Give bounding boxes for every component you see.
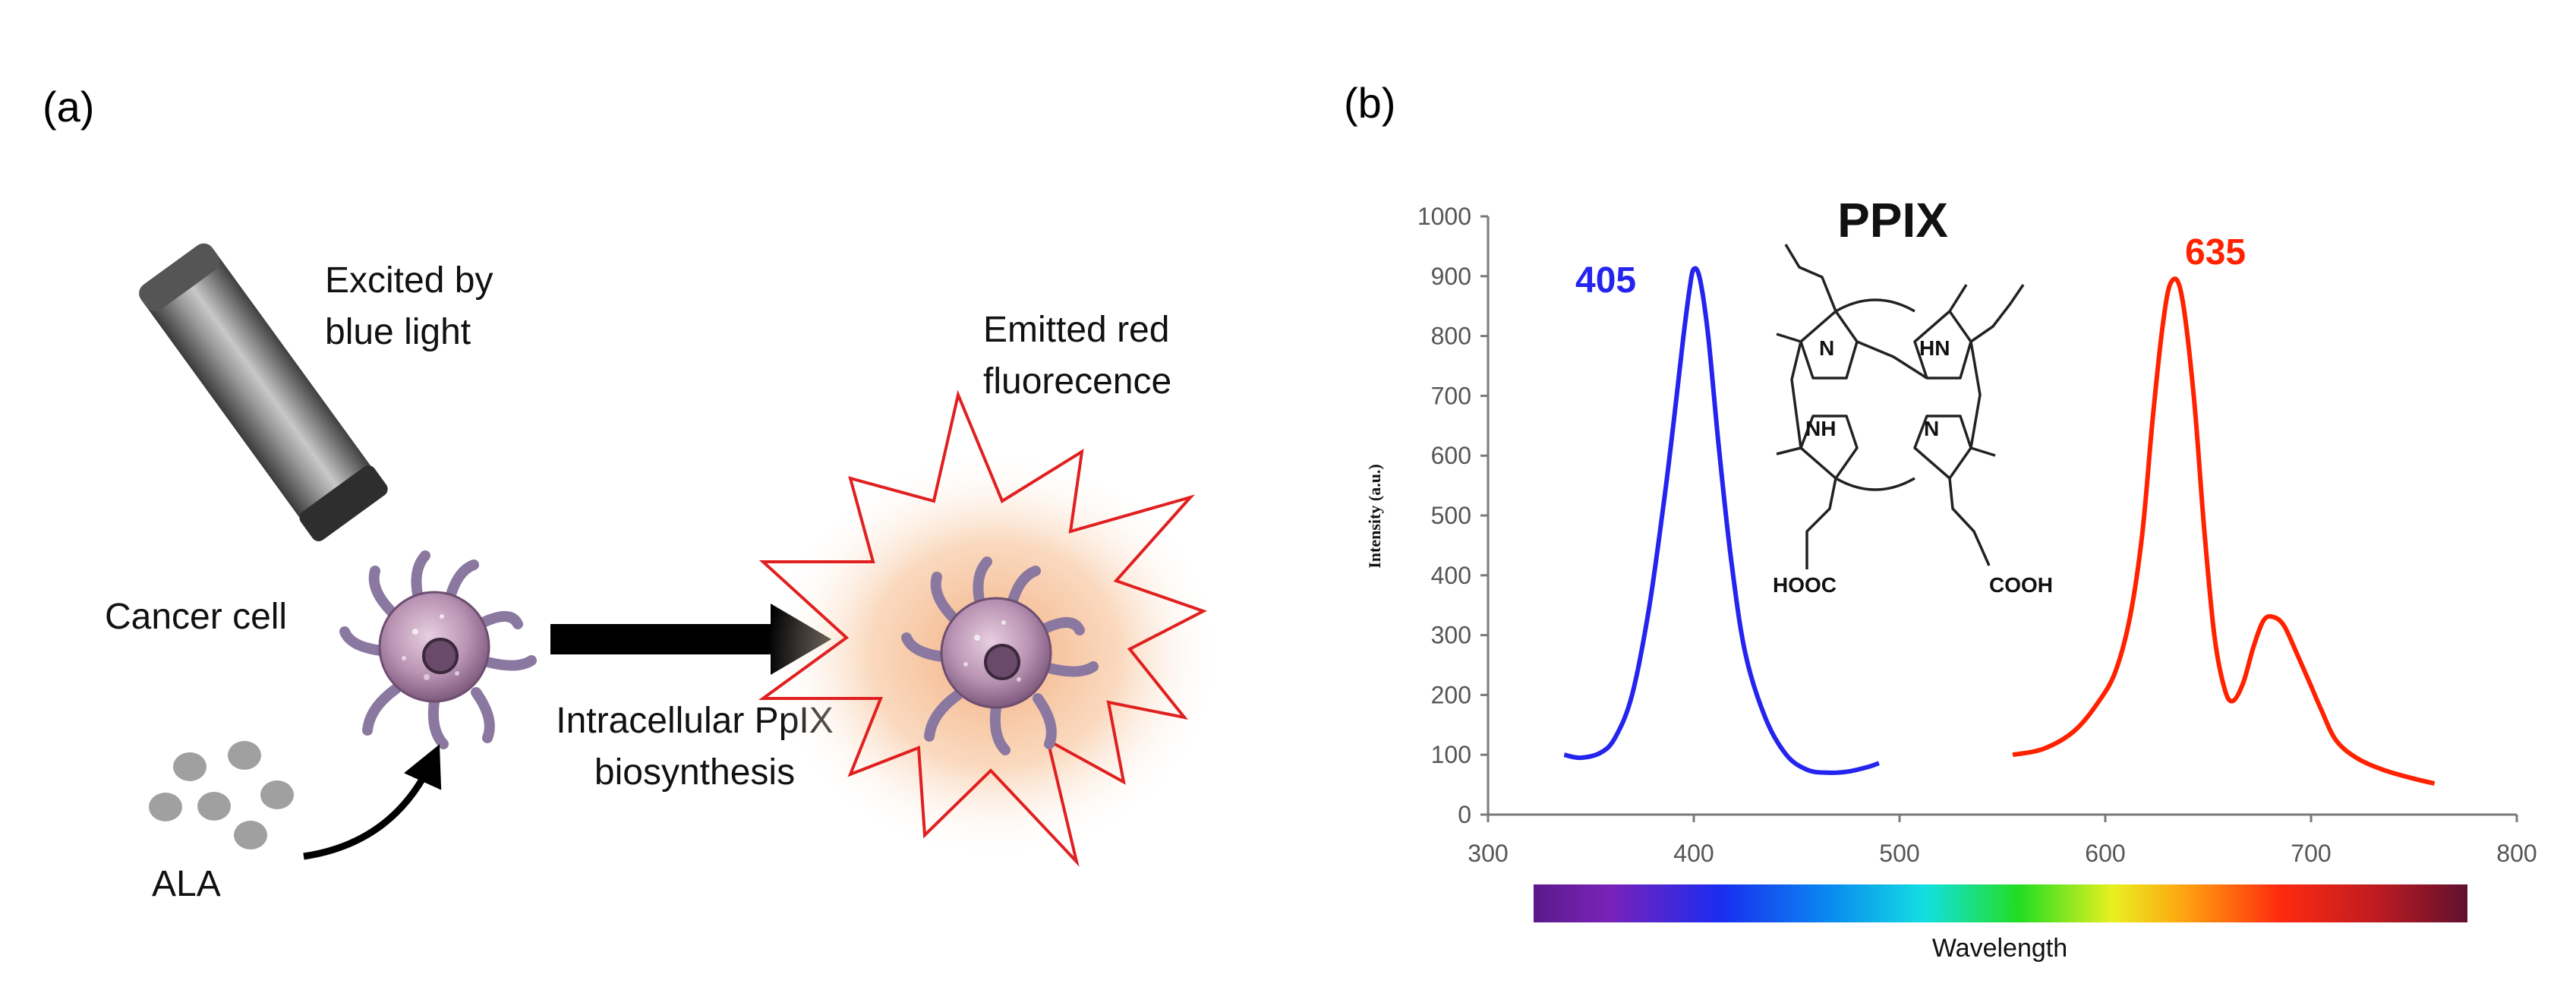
uptake-arrow [303,744,442,860]
y-tick-label: 900 [1431,263,1471,290]
emit-text-line2: fluorecence [983,361,1171,402]
x-tick-label: 400 [1673,840,1714,867]
peak-label-emission: 635 [2185,232,2246,273]
svg-text:N: N [1924,417,1939,440]
y-tick-label: 800 [1431,323,1471,350]
emit-text-line1: Emitted red [983,310,1169,350]
y-tick-label: 0 [1458,801,1471,828]
peak-label-excitation: 405 [1575,260,1636,301]
y-tick-label: 400 [1431,562,1471,589]
ppix-atom-labels: N HN NH N [1805,336,1950,440]
cancer-cell-label: Cancer cell [105,597,287,637]
panel-b: (b) 0 100 200 300 400 500 600 700 800 900 1000 300… [1344,79,2537,963]
svg-text:NH: NH [1805,417,1836,440]
flashlight-icon [139,243,388,541]
ala-label: ALA [152,864,221,904]
svg-text:N: N [1819,336,1834,360]
x-tick-label: 500 [1879,840,1919,867]
ppix-molecule-icon [1776,244,2025,569]
molecule-title: PPIX [1837,193,1948,247]
cancer-cell-icon [339,550,537,749]
excite-text-line2: blue light [325,312,471,352]
y-axis-label: Intensity (a.u.) [1365,464,1384,569]
x-tick-label: 700 [2291,840,2331,867]
hooc-label: HOOC [1773,573,1837,597]
x-tick-label: 300 [1468,840,1508,867]
wavelength-spectrum-bar [1534,884,2467,922]
y-ticks: 0 100 200 300 400 500 600 700 800 900 1000 [1417,203,1488,828]
x-tick-label: 600 [2085,840,2125,867]
series-line-emission [2012,276,2436,786]
wavelength-label: Wavelength [1932,934,2067,963]
series-line-excitation [1563,266,1880,775]
chart-axes [1487,216,2517,816]
svg-text:HN: HN [1919,336,1950,360]
panel-a: (a) Excited by blue light Emitted red fl… [43,83,1222,904]
panel-a-label: (a) [43,83,94,131]
y-tick-label: 500 [1431,502,1471,529]
excite-text-line1: Excited by [325,260,493,301]
x-ticks: 300 400 500 600 700 800 [1468,815,2537,867]
x-tick-label: 800 [2496,840,2537,867]
y-tick-label: 1000 [1417,203,1471,230]
y-tick-label: 600 [1431,442,1471,469]
fluorescing-cell-icon [901,556,1099,755]
biosynthesis-text-line2: biosynthesis [594,752,795,793]
cooh-label: COOH [1989,573,2053,597]
y-tick-label: 100 [1431,741,1471,768]
y-tick-label: 200 [1431,681,1471,708]
y-tick-label: 300 [1431,622,1471,649]
panel-b-label: (b) [1344,79,1395,127]
y-tick-label: 700 [1431,382,1471,409]
ala-molecules-icon [149,741,294,850]
